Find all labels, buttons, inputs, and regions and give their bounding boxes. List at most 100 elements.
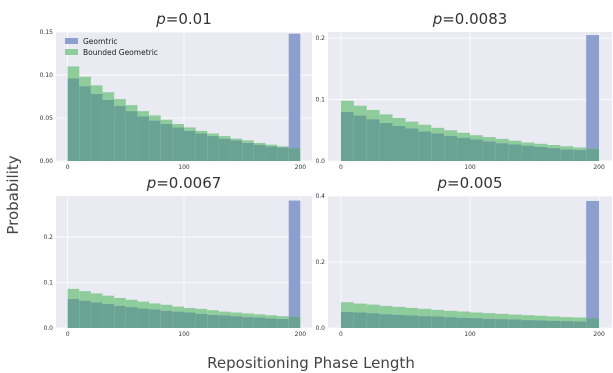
overlap-bar [340, 311, 354, 328]
legend-label: Geomtric [83, 37, 118, 46]
y-tick-label: 0.1 [43, 279, 53, 286]
geometric-bar [288, 200, 301, 317]
y-tick-label: 0.0 [315, 158, 325, 165]
overlap-bar [470, 318, 483, 328]
x-tick-label: 0 [339, 331, 343, 338]
y-tick-label: 0.00 [40, 158, 54, 165]
bounded-geometric-bar [277, 316, 289, 319]
bounded-geometric-bar [353, 303, 367, 313]
overlap-bar [495, 143, 509, 161]
overlap-bar [431, 316, 445, 328]
overlap-bar [560, 321, 574, 328]
bounded-geometric-bar [405, 121, 419, 129]
bounded-geometric-bar [172, 306, 184, 312]
bounded-geometric-bar [379, 114, 393, 123]
overlap-bar [90, 302, 103, 328]
bounded-geometric-bar [195, 130, 208, 134]
title-variable: p [155, 10, 166, 28]
panel-title: p=0.0067 [146, 174, 222, 192]
bounded-geometric-bar [184, 127, 196, 131]
bounded-geometric-bar [242, 140, 254, 143]
bounded-geometric-bar [340, 100, 354, 112]
overlap-bar [392, 314, 406, 328]
overlap-bar [521, 320, 535, 328]
bounded-geometric-bar [560, 317, 574, 322]
overlap-bar [265, 318, 278, 328]
bounded-geometric-bar [573, 147, 587, 150]
bounded-geometric-bar [547, 316, 561, 321]
bounded-geometric-bar [90, 293, 103, 303]
overlap-bar [218, 315, 231, 328]
x-tick-label: 100 [178, 164, 190, 171]
bounded-geometric-bar [277, 146, 289, 148]
bounded-geometric-bar [218, 136, 231, 139]
panel-2: 0 100 200 0.0 0.1 0.2 p=0.0083 [315, 10, 612, 171]
overlap-bar [457, 317, 470, 328]
overlap-bar [521, 145, 535, 161]
bounded-geometric-bar [418, 124, 432, 132]
geometric-bar [586, 200, 600, 319]
y-tick-label: 0.4 [315, 193, 325, 200]
bounded-geometric-bar [457, 132, 470, 138]
bounded-geometric-bar [573, 317, 587, 322]
bounded-geometric-bar [547, 145, 561, 149]
x-tick-label: 200 [295, 331, 307, 338]
bounded-geometric-bar [457, 311, 470, 318]
bounded-geometric-bar [495, 138, 509, 144]
overlap-bar [534, 320, 548, 328]
x-tick-label: 0 [339, 164, 343, 171]
geometric-bar [288, 33, 301, 149]
overlap-bar [573, 149, 587, 161]
overlap-bar [172, 127, 184, 161]
overlap-bar [586, 318, 600, 328]
y-tick-label: 0.15 [40, 29, 54, 36]
bounded-geometric-bar [431, 309, 445, 317]
bounded-geometric-bar [534, 315, 548, 321]
y-tick-label: 0.2 [315, 35, 325, 42]
bounded-geometric-bar [366, 110, 380, 120]
bounded-geometric-bar [521, 142, 535, 146]
bounded-geometric-bar [431, 127, 445, 134]
bounded-geometric-bar [392, 306, 406, 315]
title-variable: p [146, 174, 157, 192]
bounded-geometric-bar [444, 310, 458, 318]
overlap-bar [79, 300, 91, 328]
overlap-bar [392, 125, 406, 161]
bounded-geometric-bar [508, 314, 522, 320]
bounded-geometric-bar [482, 313, 496, 319]
overlap-bar [265, 146, 278, 161]
bounded-geometric-bar [160, 304, 173, 311]
bounded-geometric-bar [470, 312, 483, 319]
overlap-bar [573, 321, 587, 328]
overlap-bar [207, 314, 219, 328]
overlap-bar [230, 316, 243, 328]
title-value: =0.0083 [442, 10, 507, 28]
bounded-geometric-bar [444, 130, 458, 136]
overlap-bar [195, 133, 208, 161]
bounded-geometric-bar [195, 308, 208, 314]
bounded-geometric-bar [102, 92, 115, 100]
bounded-geometric-bar [253, 314, 266, 318]
overlap-bar [418, 131, 432, 161]
overlap-bar [586, 148, 600, 161]
bounded-geometric-bar [149, 115, 161, 121]
bounded-geometric-bar [495, 313, 509, 320]
overlap-bar [102, 303, 115, 328]
panel-4: 0 100 200 0.0 0.2 0.4 p=0.005 [315, 174, 612, 338]
bounded-geometric-bar [482, 137, 496, 142]
x-tick-label: 100 [464, 164, 476, 171]
x-tick-label: 200 [593, 164, 605, 171]
panel-1: 0 100 200 0.00 0.05 0.10 0.15 p=0.01 Geomtric Bou… [40, 10, 312, 171]
bounded-geometric-bar [521, 315, 535, 321]
overlap-bar [90, 93, 103, 161]
overlap-bar [253, 317, 266, 328]
y-tick-label: 0.0 [315, 325, 325, 332]
panel-title: p=0.005 [436, 174, 502, 192]
overlap-bar [431, 133, 445, 161]
overlap-bar [137, 308, 150, 328]
overlap-bar [508, 144, 522, 161]
overlap-bar [547, 320, 561, 328]
x-tick-label: 200 [295, 164, 307, 171]
y-tick-label: 0.2 [315, 259, 325, 266]
